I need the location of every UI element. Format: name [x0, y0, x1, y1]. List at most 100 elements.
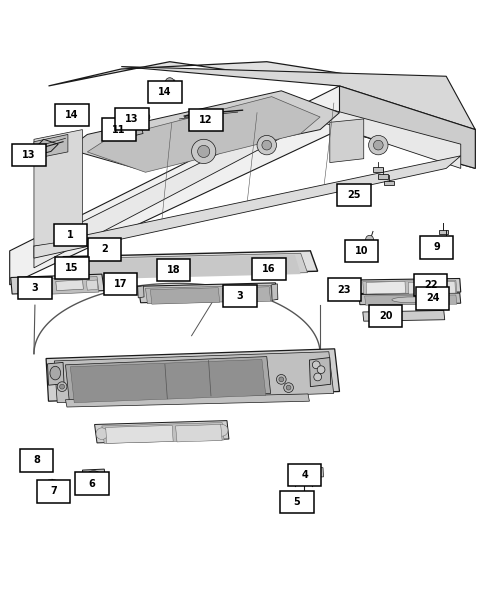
Polygon shape — [47, 362, 64, 385]
Ellipse shape — [86, 471, 101, 483]
Polygon shape — [34, 155, 460, 258]
Polygon shape — [48, 62, 474, 130]
Bar — [383, 180, 393, 186]
Circle shape — [165, 78, 174, 87]
Polygon shape — [309, 469, 317, 475]
Polygon shape — [70, 359, 265, 403]
Polygon shape — [348, 287, 355, 295]
Circle shape — [365, 236, 373, 243]
Polygon shape — [175, 425, 222, 442]
FancyBboxPatch shape — [413, 274, 447, 296]
Polygon shape — [222, 287, 270, 303]
Text: 16: 16 — [262, 264, 275, 274]
FancyBboxPatch shape — [18, 277, 51, 299]
FancyBboxPatch shape — [53, 224, 87, 246]
Polygon shape — [94, 421, 228, 443]
Polygon shape — [110, 279, 136, 290]
Circle shape — [169, 260, 178, 269]
Text: 10: 10 — [354, 246, 367, 256]
Text: 4: 4 — [301, 470, 307, 480]
Text: 12: 12 — [199, 115, 212, 125]
Polygon shape — [84, 485, 93, 488]
Polygon shape — [65, 394, 309, 407]
Text: 11: 11 — [112, 125, 125, 135]
Polygon shape — [56, 280, 83, 290]
Polygon shape — [40, 449, 49, 459]
FancyBboxPatch shape — [252, 257, 286, 280]
Polygon shape — [121, 67, 474, 130]
Polygon shape — [80, 254, 300, 279]
Circle shape — [96, 428, 107, 439]
Circle shape — [373, 140, 382, 150]
Circle shape — [312, 361, 319, 369]
Polygon shape — [68, 91, 339, 168]
FancyBboxPatch shape — [287, 464, 320, 486]
Polygon shape — [102, 422, 224, 444]
FancyBboxPatch shape — [419, 236, 453, 259]
Polygon shape — [31, 140, 58, 156]
Polygon shape — [150, 287, 219, 304]
FancyBboxPatch shape — [415, 287, 449, 310]
Circle shape — [57, 382, 67, 392]
FancyBboxPatch shape — [327, 279, 360, 301]
FancyBboxPatch shape — [87, 238, 121, 260]
Circle shape — [197, 145, 209, 157]
Circle shape — [160, 262, 169, 271]
Ellipse shape — [50, 366, 60, 380]
Polygon shape — [63, 251, 317, 277]
Text: 20: 20 — [378, 312, 392, 322]
FancyBboxPatch shape — [156, 259, 190, 282]
Polygon shape — [299, 465, 314, 474]
Circle shape — [128, 128, 136, 136]
FancyBboxPatch shape — [102, 118, 135, 141]
Text: 14: 14 — [65, 110, 78, 120]
Polygon shape — [339, 86, 474, 168]
Circle shape — [127, 282, 132, 286]
Circle shape — [278, 377, 283, 382]
FancyBboxPatch shape — [13, 144, 46, 167]
Polygon shape — [299, 476, 307, 480]
FancyBboxPatch shape — [336, 184, 370, 206]
Polygon shape — [106, 425, 173, 444]
Polygon shape — [364, 295, 456, 305]
FancyBboxPatch shape — [189, 109, 222, 131]
Circle shape — [368, 135, 387, 155]
Bar — [373, 167, 382, 172]
Polygon shape — [137, 286, 144, 298]
Circle shape — [313, 373, 321, 381]
Polygon shape — [309, 358, 330, 386]
Polygon shape — [46, 349, 339, 401]
Circle shape — [283, 383, 293, 392]
Circle shape — [276, 375, 286, 384]
Text: 18: 18 — [166, 265, 180, 275]
Polygon shape — [184, 111, 215, 117]
Polygon shape — [11, 274, 104, 294]
FancyBboxPatch shape — [223, 285, 257, 307]
Polygon shape — [138, 283, 277, 303]
Polygon shape — [10, 86, 474, 285]
Circle shape — [143, 114, 150, 120]
Polygon shape — [54, 352, 333, 403]
FancyBboxPatch shape — [55, 257, 88, 279]
Circle shape — [317, 366, 324, 373]
Polygon shape — [362, 280, 456, 294]
Circle shape — [114, 282, 119, 287]
Text: 14: 14 — [158, 87, 171, 97]
Text: 17: 17 — [113, 279, 127, 289]
FancyBboxPatch shape — [344, 240, 378, 262]
Text: 9: 9 — [432, 243, 439, 253]
Text: 13: 13 — [22, 150, 36, 160]
Text: 5: 5 — [293, 497, 300, 507]
Circle shape — [261, 140, 271, 150]
Circle shape — [121, 282, 126, 286]
Text: 8: 8 — [33, 455, 40, 465]
Polygon shape — [408, 282, 454, 294]
FancyBboxPatch shape — [75, 472, 108, 495]
Polygon shape — [34, 130, 82, 246]
Text: 15: 15 — [65, 263, 78, 273]
Circle shape — [71, 105, 79, 114]
Polygon shape — [300, 466, 308, 472]
Polygon shape — [65, 356, 270, 402]
Polygon shape — [34, 105, 460, 268]
Polygon shape — [48, 480, 56, 482]
